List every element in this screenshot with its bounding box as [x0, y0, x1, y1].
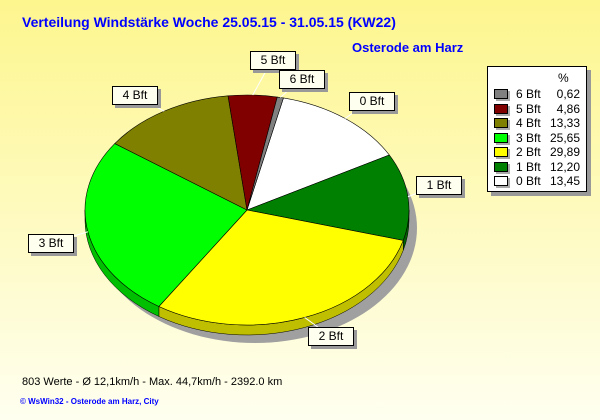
- legend-name: 2 Bft: [516, 145, 541, 159]
- pie-slice-0-bft: [246, 97, 390, 211]
- legend-item: 0 Bft 13,45: [494, 174, 584, 188]
- legend-swatch: [494, 103, 508, 114]
- slice-label: 1 Bft: [416, 176, 462, 195]
- slice-label: 0 Bft: [349, 92, 395, 111]
- legend-item: 5 Bft 4,86: [494, 102, 584, 116]
- footer-credit: © WsWin32 - Osterode am Harz, City: [20, 397, 159, 406]
- legend-value: 13,33: [549, 116, 580, 130]
- pie-slice-3-bft: [84, 143, 248, 307]
- legend-header: %: [558, 71, 569, 85]
- legend-value: 12,20: [549, 159, 580, 174]
- legend-item: 3 Bft 25,65: [494, 131, 584, 145]
- legend-value: 13,45: [549, 174, 580, 188]
- legend: % 6 Bft 0,62 5 Bft 4,86 4 Bft 13,33 3 Bft 25,65…: [487, 66, 587, 192]
- legend-name: 6 Bft: [516, 87, 541, 101]
- legend-name: 3 Bft: [516, 130, 541, 145]
- legend-swatch: [494, 147, 508, 157]
- legend-name: 5 Bft: [516, 101, 541, 116]
- slice-label: 6 Bft: [279, 70, 325, 89]
- slice-label: 4 Bft: [112, 86, 158, 105]
- legend-value: 0,62: [556, 87, 580, 101]
- legend-name: 1 Bft: [516, 159, 541, 174]
- pie-slice-4-bft: [114, 95, 248, 211]
- pie-slice-1-bft: [245, 154, 410, 241]
- legend-name: 4 Bft: [516, 116, 541, 130]
- legend-swatch: [494, 176, 508, 186]
- legend-value: 25,65: [549, 130, 580, 145]
- slice-label: 2 Bft: [308, 327, 354, 346]
- chart-title: Verteilung Windstärke Woche 25.05.15 - 3…: [22, 14, 396, 30]
- legend-swatch: [494, 118, 508, 128]
- legend-swatch: [494, 89, 508, 99]
- legend-name: 0 Bft: [516, 174, 541, 188]
- pie-slice-2-bft: [158, 209, 404, 326]
- legend-item: 4 Bft 13,33: [494, 116, 584, 130]
- legend-item: 6 Bft 0,62: [494, 87, 584, 101]
- legend-swatch: [494, 132, 508, 143]
- chart-subtitle: Osterode am Harz: [352, 40, 464, 55]
- legend-value: 29,89: [549, 145, 580, 159]
- slice-label: 3 Bft: [28, 234, 74, 253]
- legend-item: 1 Bft 12,20: [494, 160, 584, 174]
- legend-swatch: [494, 161, 508, 172]
- legend-item: 2 Bft 29,89: [494, 145, 584, 159]
- legend-value: 4,86: [556, 101, 580, 116]
- slice-label: 5 Bft: [250, 51, 296, 70]
- footer-stats: 803 Werte - Ø 12,1km/h - Max. 44,7km/h -…: [22, 376, 283, 388]
